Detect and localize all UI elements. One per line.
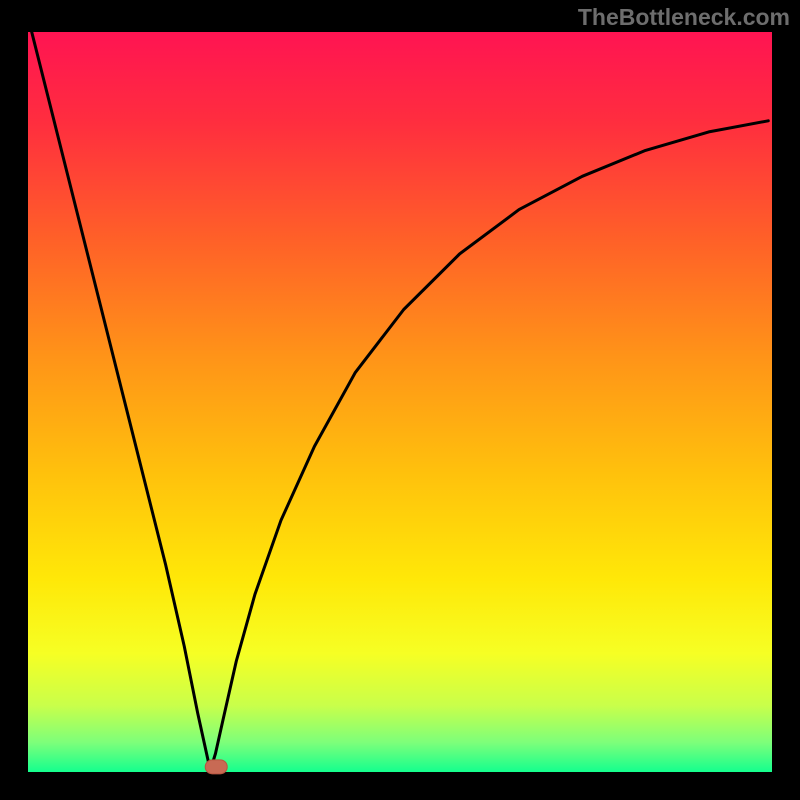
chart-svg (0, 0, 800, 800)
watermark-text: TheBottleneck.com (578, 4, 790, 31)
optimal-marker (205, 760, 227, 774)
plot-background (28, 32, 772, 772)
chart-container: TheBottleneck.com (0, 0, 800, 800)
